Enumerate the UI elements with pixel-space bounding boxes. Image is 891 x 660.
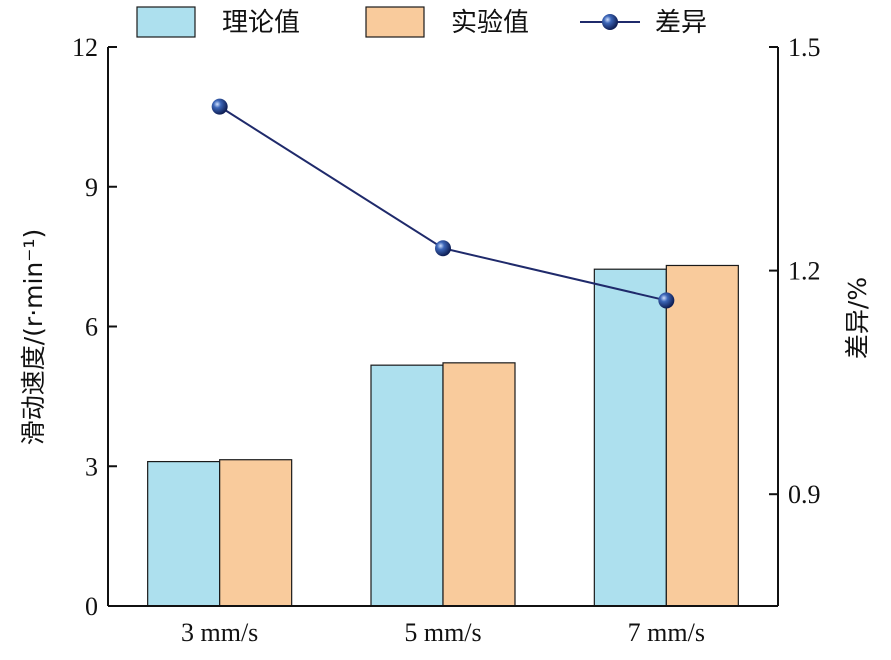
- difference-point-3: [658, 292, 675, 309]
- bar-theoretical-2: [370, 364, 444, 607]
- x-tick-label: 5 mm/s: [404, 618, 481, 647]
- bar-theoretical-1: [147, 460, 221, 607]
- left-tick-label: 6: [85, 313, 98, 342]
- bar-experimental-2: [442, 362, 516, 607]
- legend-swatch-theoretical: [136, 6, 196, 38]
- left-axis-title: 滑动速度/(r·min⁻¹): [19, 229, 48, 446]
- legend-label: 实验值: [451, 8, 529, 38]
- left-tick-label: 3: [85, 452, 98, 481]
- legend-marker: [602, 14, 618, 30]
- right-axis-title: 差异/%: [843, 277, 872, 359]
- legend-label: 理论值: [222, 8, 300, 38]
- x-tick-label: 3 mm/s: [181, 618, 258, 647]
- bars: [147, 264, 739, 607]
- left-tick-label: 0: [85, 592, 98, 621]
- left-tick-label: 9: [85, 173, 98, 202]
- bar-experimental-3: [665, 264, 739, 607]
- x-tick-label: 7 mm/s: [628, 618, 705, 647]
- right-tick-label: 1.5: [788, 33, 821, 62]
- difference-point-1: [211, 98, 228, 115]
- right-tick-label: 1.2: [788, 257, 821, 286]
- legend-label: 差异: [655, 8, 707, 38]
- left-tick-label: 12: [72, 33, 98, 62]
- bar-theoretical-3: [593, 268, 667, 607]
- difference-point-2: [435, 240, 451, 257]
- difference-line-series: [211, 98, 675, 309]
- legend: 理论值 实验值 差异: [136, 6, 707, 38]
- axes: 0 3 6 9 12 0.9 1.2 1.5 3 mm/s 5 mm/s 7 mm/s: [72, 33, 821, 647]
- legend-swatch-experimental: [365, 6, 425, 38]
- right-tick-label: 0.9: [788, 480, 821, 509]
- bar-experimental-1: [219, 459, 293, 607]
